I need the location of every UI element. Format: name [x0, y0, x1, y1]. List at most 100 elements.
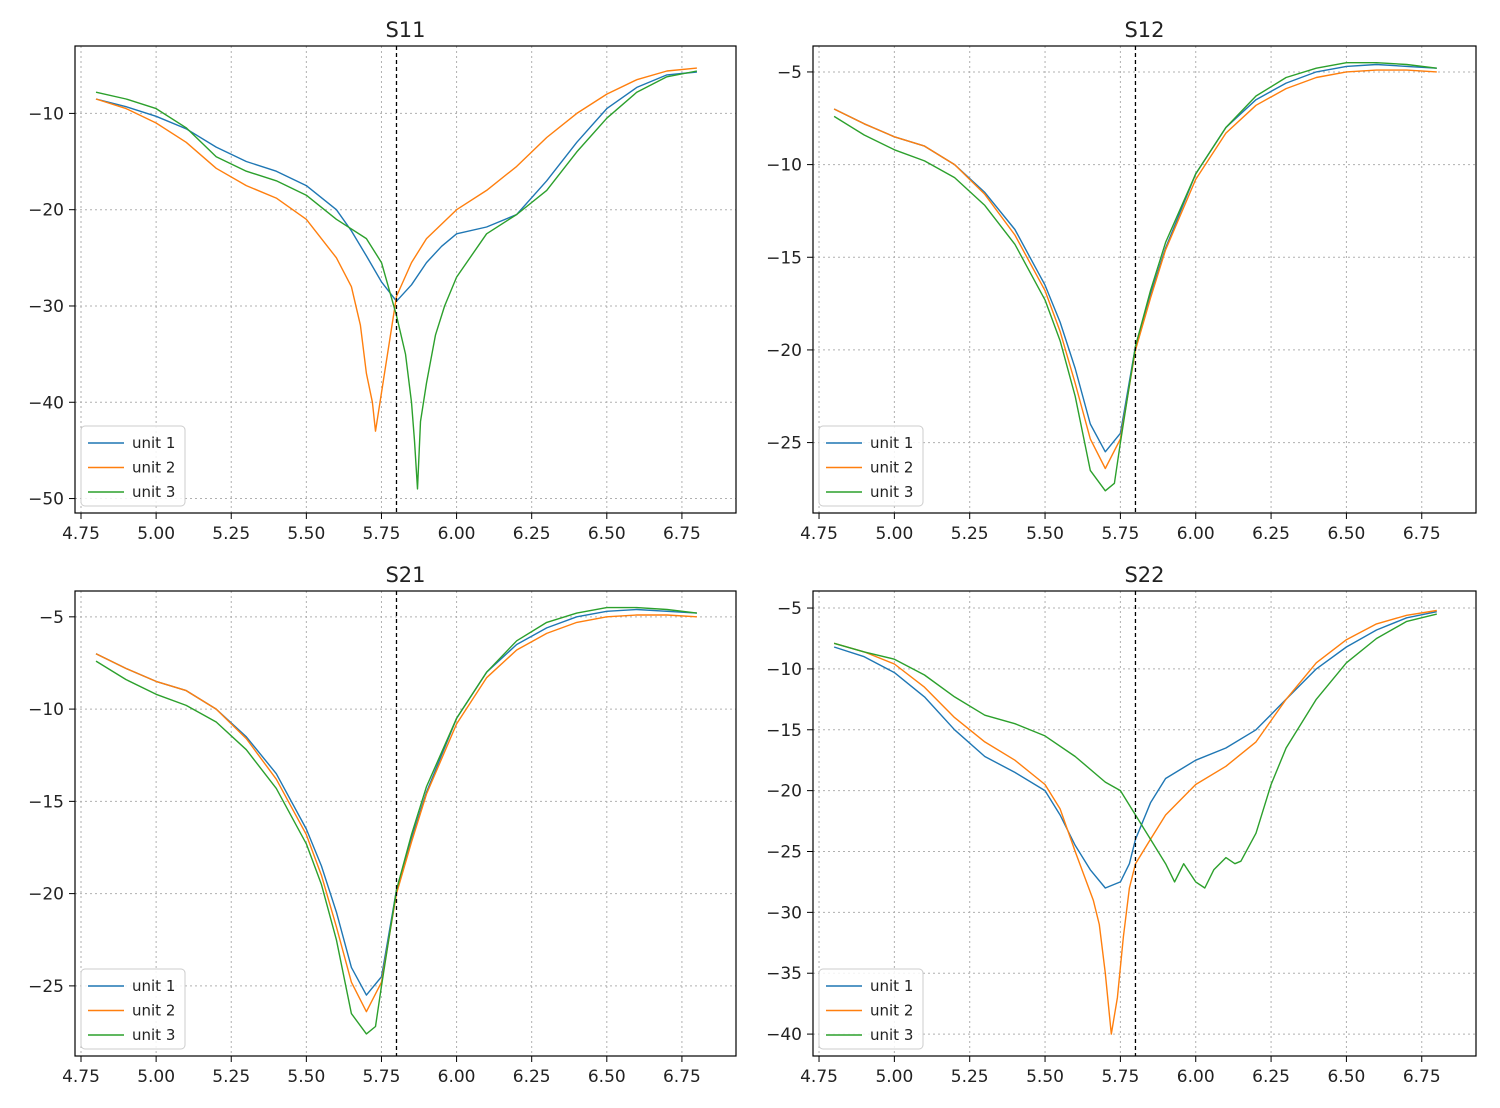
x-tick-label: 5.50: [1026, 1067, 1064, 1087]
y-tick-label: −25: [766, 434, 802, 454]
y-tick-label: −15: [28, 792, 64, 812]
y-tick-label: −30: [766, 903, 802, 923]
chart-title: S11: [385, 18, 425, 42]
y-tick-label: −10: [28, 700, 64, 720]
x-tick-label: 5.25: [212, 1067, 250, 1087]
x-tick-label: 6.50: [588, 1067, 626, 1087]
legend-label: unit 2: [132, 459, 175, 477]
y-tick-label: −5: [39, 608, 64, 628]
plot-frame: [74, 45, 737, 514]
x-tick-label: 6.75: [1403, 1067, 1441, 1087]
series-line-unit-1: [833, 611, 1437, 889]
y-tick-label: −10: [766, 156, 802, 176]
y-tick-label: −40: [28, 393, 64, 413]
legend-label: unit 2: [870, 1002, 913, 1020]
chart-title: S22: [1124, 563, 1164, 587]
x-tick-label: 6.00: [438, 1067, 476, 1087]
series-line-unit-3: [95, 70, 698, 490]
y-tick-label: −15: [766, 721, 802, 741]
x-tick-label: 6.25: [1252, 524, 1290, 544]
x-tick-label: 6.25: [1252, 1067, 1290, 1087]
y-tick-label: −30: [28, 297, 64, 317]
chart-panel-s21: S21 4.75 5.00 5.25 5.50 5.75 6.00 6.25 6.50 6.75 −…: [28, 563, 737, 1087]
series-line-unit-3: [833, 613, 1437, 889]
legend-label: unit 3: [870, 483, 913, 501]
x-tick-label: 5.50: [287, 1067, 325, 1087]
x-tick-label: 5.75: [1101, 1067, 1139, 1087]
legend-label: unit 2: [132, 1002, 175, 1020]
x-tick-label: 5.25: [951, 1067, 989, 1087]
y-tick-label: −35: [766, 964, 802, 984]
y-tick-label: −20: [28, 201, 64, 221]
x-tick-label: 6.50: [1327, 1067, 1365, 1087]
y-tick-label: −20: [766, 782, 802, 802]
legend-box: [818, 425, 924, 507]
plot-frame: [74, 590, 737, 1057]
legend-label: unit 1: [870, 977, 913, 995]
legend-label: unit 1: [132, 434, 175, 452]
x-tick-label: 6.00: [1177, 1067, 1215, 1087]
legend: unit 1 unit 2 unit 3: [818, 425, 924, 507]
x-tick-label: 6.50: [1327, 524, 1365, 544]
y-tick-label: −5: [777, 599, 802, 619]
y-tick-label: −15: [766, 248, 802, 268]
x-tick-label: 5.00: [137, 1067, 175, 1087]
y-tick-label: −25: [766, 842, 802, 862]
legend-box: [818, 968, 924, 1050]
chart-title: S12: [1124, 18, 1164, 42]
legend: unit 1 unit 2 unit 3: [818, 968, 924, 1050]
legend: unit 1 unit 2 unit 3: [80, 425, 186, 507]
x-tick-label: 4.75: [800, 1067, 838, 1087]
plot-frame: [812, 45, 1477, 514]
legend-label: unit 1: [132, 977, 175, 995]
legend-label: unit 3: [132, 483, 175, 501]
legend-label: unit 1: [870, 434, 913, 452]
x-tick-label: 5.00: [875, 1067, 913, 1087]
chart-panel-s11: S11 4.75 5.00 5.25 5.50 5.75 6.00 6.25 6.50 6.75 −…: [28, 18, 737, 544]
x-tick-label: 5.50: [287, 524, 325, 544]
plot-frame: [812, 590, 1477, 1057]
x-tick-label: 6.75: [663, 1067, 701, 1087]
x-tick-label: 5.00: [137, 524, 175, 544]
series-line-unit-2: [95, 67, 697, 432]
legend: unit 1 unit 2 unit 3: [80, 968, 186, 1050]
x-tick-label: 6.50: [588, 524, 626, 544]
series-line-unit-3: [95, 606, 697, 1035]
y-tick-label: −10: [28, 104, 64, 124]
legend-label: unit 3: [870, 1026, 913, 1044]
x-tick-label: 5.75: [363, 1067, 401, 1087]
y-tick-label: −5: [777, 63, 802, 83]
y-tick-label: −25: [28, 977, 64, 997]
y-tick-label: −20: [766, 341, 802, 361]
y-tick-label: −40: [766, 1025, 802, 1045]
legend-box: [80, 425, 186, 507]
series-line-unit-2: [833, 609, 1437, 1035]
series-line-unit-3: [833, 62, 1437, 492]
x-tick-label: 5.00: [875, 524, 913, 544]
series-line-unit-2: [833, 69, 1437, 470]
legend-box: [80, 968, 186, 1050]
chart-panel-s22: S22 4.75 5.00 5.25 5.50 5.75 6.00 6.25 6.50 6.75 −…: [766, 563, 1477, 1087]
x-tick-label: 5.50: [1026, 524, 1064, 544]
legend-label: unit 2: [870, 459, 913, 477]
chart-panel-s12: S12 4.75 5.00 5.25 5.50 5.75 6.00 6.25 6.50 6.75 −…: [766, 18, 1477, 544]
y-tick-label: −10: [766, 660, 802, 680]
x-tick-label: 6.00: [1177, 524, 1215, 544]
x-tick-label: 6.75: [663, 524, 701, 544]
x-tick-label: 4.75: [800, 524, 838, 544]
x-tick-label: 5.75: [363, 524, 401, 544]
x-tick-label: 4.75: [62, 524, 100, 544]
x-tick-label: 6.25: [513, 524, 551, 544]
x-tick-label: 4.75: [62, 1067, 100, 1087]
x-tick-label: 6.00: [438, 524, 476, 544]
chart-title: S21: [385, 563, 425, 587]
y-tick-label: −50: [28, 490, 64, 510]
x-tick-label: 6.25: [513, 1067, 551, 1087]
x-tick-label: 6.75: [1403, 524, 1441, 544]
legend-label: unit 3: [132, 1026, 175, 1044]
y-tick-label: −20: [28, 885, 64, 905]
x-tick-label: 5.25: [212, 524, 250, 544]
x-tick-label: 5.25: [951, 524, 989, 544]
x-tick-label: 5.75: [1101, 524, 1139, 544]
